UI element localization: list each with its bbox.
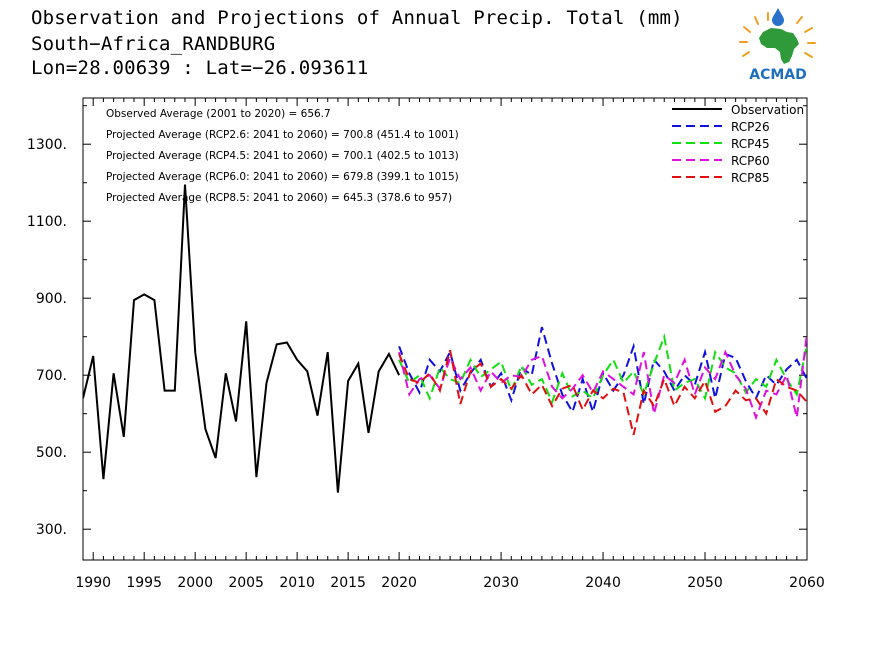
annotation-line: Observed Average (2001 to 2020) = 656.7 — [106, 108, 331, 120]
y-tick-label: 1300. — [27, 137, 67, 153]
series-line-observation — [83, 184, 401, 493]
acmad-logo: ACMAD — [739, 8, 816, 83]
plot-frame — [82, 97, 808, 561]
chart-title: Observation and Projections of Annual Pr… — [31, 7, 683, 29]
annotation-line: Projected Average (RCP8.5: 2041 to 2060)… — [106, 192, 452, 204]
africa-map-icon — [759, 28, 799, 64]
legend-label: RCP26 — [731, 120, 770, 134]
legend-label: RCP60 — [731, 154, 770, 168]
y-tick-label: 300. — [36, 522, 67, 538]
annotation-line: Projected Average (RCP6.0: 2041 to 2060)… — [106, 171, 459, 183]
legend-label: RCP85 — [731, 171, 770, 185]
station-name: South−Africa_RANDBURG — [31, 33, 276, 55]
series-lines — [83, 184, 807, 493]
x-tick-label: 2030 — [483, 575, 519, 591]
logo-text: ACMAD — [749, 67, 807, 83]
annotation-line: Projected Average (RCP4.5: 2041 to 2060)… — [106, 150, 459, 162]
axes: 300. 500. 700. 900. 1100. 1300. 1990 1995 2000 20… — [27, 98, 825, 591]
y-tick-label: 700. — [36, 368, 67, 384]
x-tick-label: 2000 — [177, 575, 213, 591]
water-drop-icon — [772, 8, 784, 26]
y-tick-label: 900. — [36, 291, 67, 307]
x-tick-label: 2010 — [279, 575, 315, 591]
x-tick-label: 1990 — [75, 575, 111, 591]
x-tick-label: 2015 — [330, 575, 366, 591]
x-tick-label: 2040 — [585, 575, 621, 591]
station-coordinates: Lon=28.00639 : Lat=−26.093611 — [31, 57, 369, 79]
sun-rays-icon — [739, 12, 816, 58]
series-line-rcp85 — [398, 349, 807, 436]
x-tick-label: 2005 — [228, 575, 264, 591]
legend-label: Observation — [731, 103, 804, 117]
x-tick-label: 1995 — [126, 575, 162, 591]
x-tick-label: 2060 — [789, 575, 825, 591]
legend-label: RCP45 — [731, 137, 770, 151]
y-tick-label: 1100. — [27, 214, 67, 230]
annotations: Observed Average (2001 to 2020) = 656.7 P… — [106, 108, 459, 204]
y-tick-label: 500. — [36, 445, 67, 461]
annotation-line: Projected Average (RCP2.6: 2041 to 2060)… — [106, 129, 459, 141]
legend: Observation RCP26 RCP45 RCP60 RCP85 — [672, 103, 804, 185]
series-line-rcp60 — [398, 332, 807, 421]
x-tick-label: 2020 — [381, 575, 417, 591]
x-tick-label: 2050 — [687, 575, 723, 591]
